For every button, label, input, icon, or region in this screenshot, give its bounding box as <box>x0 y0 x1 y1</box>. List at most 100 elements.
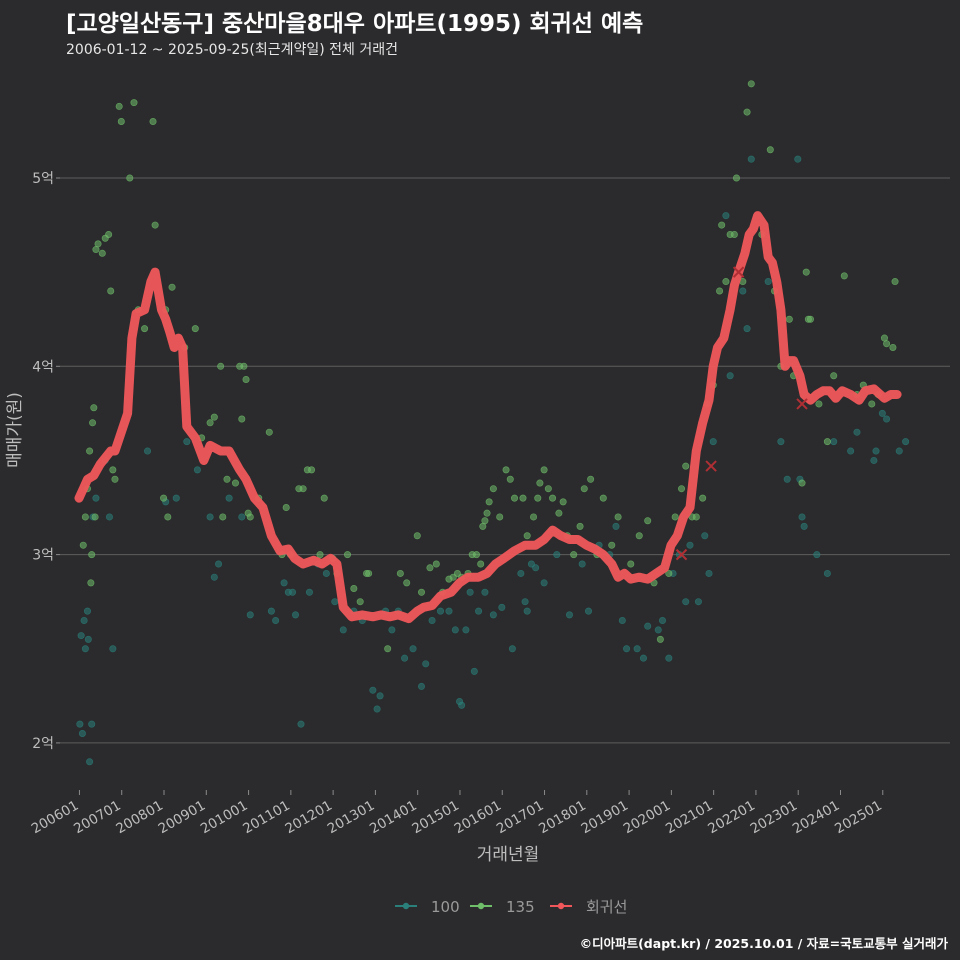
scatter-point-100 <box>726 372 734 380</box>
scatter-point-100 <box>78 730 86 738</box>
scatter-point-135 <box>559 498 567 506</box>
scatter-point-100 <box>401 654 409 662</box>
scatter-point-135 <box>489 485 497 493</box>
scatter-point-135 <box>483 509 491 517</box>
scatter-point-100 <box>215 560 223 568</box>
scatter-points <box>76 80 910 766</box>
scatter-point-135 <box>747 80 755 88</box>
scatter-point-135 <box>432 560 440 568</box>
scatter-point-100 <box>612 522 620 530</box>
scatter-point-100 <box>451 626 459 634</box>
scatter-point-135 <box>732 174 740 182</box>
scatter-point-135 <box>576 522 584 530</box>
scatter-point-135 <box>678 485 686 493</box>
scatter-point-100 <box>870 456 878 464</box>
scatter-point-100 <box>709 438 717 446</box>
x-tick-label: 202001 <box>621 798 674 838</box>
scatter-point-100 <box>305 588 313 596</box>
scatter-point-135 <box>308 466 316 474</box>
scatter-point-100 <box>553 551 561 559</box>
scatter-point-100 <box>682 598 690 606</box>
scatter-point-135 <box>98 249 106 257</box>
scatter-point-100 <box>76 720 84 728</box>
scatter-point-135 <box>840 272 848 280</box>
x-tick-label: 201001 <box>198 798 251 838</box>
scatter-point-100 <box>445 607 453 615</box>
y-axis-label: 매매가(원) <box>5 392 25 468</box>
scatter-point-135 <box>815 400 823 408</box>
x-tick-label: 201401 <box>367 798 420 838</box>
scatter-point-135 <box>496 513 504 521</box>
legend-label: 135 <box>506 898 535 916</box>
regression-line <box>74 211 902 624</box>
scatter-point-100 <box>462 626 470 634</box>
scatter-point-135 <box>164 513 172 521</box>
scatter-point-100 <box>565 611 573 619</box>
scatter-point-135 <box>656 635 664 643</box>
scatter-point-135 <box>109 466 117 474</box>
scatter-point-100 <box>86 758 94 766</box>
scatter-point-135 <box>536 479 544 487</box>
scatter-point-135 <box>511 494 519 502</box>
scatter-point-100 <box>206 513 214 521</box>
scatter-point-135 <box>413 532 421 540</box>
scatter-point-100 <box>508 645 516 653</box>
scatter-point-100 <box>369 686 377 694</box>
scatter-point-100 <box>654 626 662 634</box>
scatter-point-135 <box>587 475 595 483</box>
scatter-point-100 <box>639 654 647 662</box>
scatter-point-100 <box>701 532 709 540</box>
scatter-point-135 <box>240 362 248 370</box>
scatter-point-135 <box>580 485 588 493</box>
scatter-point-100 <box>280 579 288 587</box>
scatter-point-100 <box>623 645 631 653</box>
scatter-point-100 <box>238 513 246 521</box>
scatter-point-135 <box>549 494 557 502</box>
scatter-point-135 <box>403 579 411 587</box>
legend-label: 100 <box>431 898 460 916</box>
x-tick-label: 201501 <box>409 798 462 838</box>
scatter-point-135 <box>481 517 489 525</box>
scatter-point-135 <box>130 99 138 107</box>
scatter-point-135 <box>802 268 810 276</box>
scatter-point-100 <box>644 622 652 630</box>
scatter-point-100 <box>339 626 347 634</box>
scatter-point-100 <box>466 588 474 596</box>
scatter-point-100 <box>783 475 791 483</box>
legend-swatch-dot <box>402 902 410 910</box>
scatter-point-135 <box>506 475 514 483</box>
scatter-point-100 <box>794 155 802 163</box>
scatter-point-100 <box>618 617 626 625</box>
scatter-point-100 <box>694 598 702 606</box>
x-tick-label: 201201 <box>282 798 335 838</box>
scatter-point-100 <box>481 588 489 596</box>
chart-title: [고양일산동구] 중산마을8대우 아파트(1995) 회귀선 예측 <box>66 11 644 37</box>
scatter-point-135 <box>117 117 125 125</box>
scatter-point-100 <box>80 617 88 625</box>
x-tick-label: 201801 <box>536 798 589 838</box>
scatter-point-135 <box>830 372 838 380</box>
scatter-point-135 <box>530 513 538 521</box>
scatter-point-135 <box>692 513 700 521</box>
x-tick-label: 200601 <box>29 798 82 838</box>
grid-lines <box>60 177 950 744</box>
scatter-point-100 <box>475 607 483 615</box>
scatter-point-100 <box>388 626 396 634</box>
scatter-point-135 <box>891 278 899 286</box>
scatter-point-100 <box>172 494 180 502</box>
scatter-point-135 <box>868 400 876 408</box>
scatter-point-100 <box>902 438 910 446</box>
scatter-point-135 <box>111 475 119 483</box>
scatter-point-100 <box>847 447 855 455</box>
scatter-point-135 <box>115 102 123 110</box>
scatter-point-100 <box>777 438 785 446</box>
scatter-point-100 <box>878 409 886 417</box>
x-tick-label: 201101 <box>240 798 293 838</box>
scatter-point-100 <box>331 598 339 606</box>
scatter-point-135 <box>599 494 607 502</box>
scatter-point-100 <box>373 705 381 713</box>
x-tick-label: 202101 <box>663 798 716 838</box>
scatter-point-100 <box>764 278 772 286</box>
